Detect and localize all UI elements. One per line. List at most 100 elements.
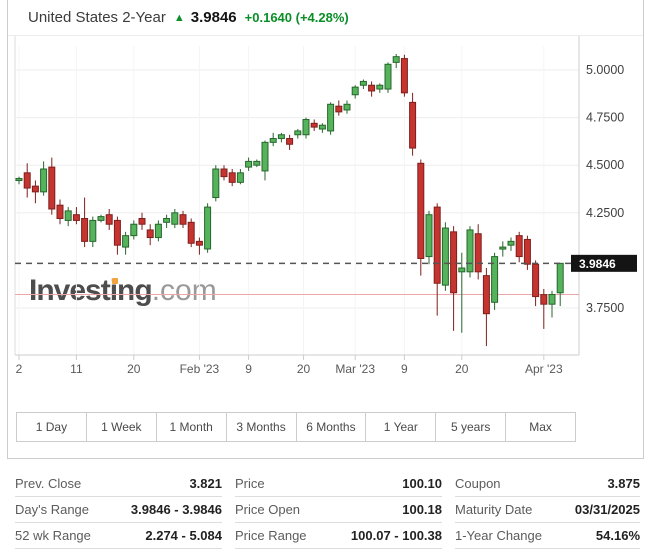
quote-stats-table: Prev. Close 3.821 Day's Range 3.9846 - 3.98…: [15, 471, 640, 549]
candle-body-feb-28: [343, 103, 351, 111]
range-button-1-day[interactable]: 1 Day: [16, 412, 87, 442]
candle-body-mar-31: [532, 263, 540, 298]
candle-body-jan-19: [122, 235, 130, 248]
y-axis-label-4.7500: 4.7500: [586, 111, 624, 125]
x-axis-label-20: 20: [455, 362, 469, 376]
range-button-5-years[interactable]: 5 years: [435, 412, 507, 442]
candle-body-feb-16: [286, 138, 294, 145]
candle-body-mar-16: [441, 227, 449, 286]
range-button-3-months[interactable]: 3 Months: [225, 412, 297, 442]
y-axis-label-5.0000: 5.0000: [586, 63, 624, 77]
candle-body-jan-6: [48, 166, 56, 210]
candle-body-feb-14: [269, 138, 277, 143]
candle-body-jan-24: [146, 229, 154, 239]
candle-body-jan-13: [89, 219, 97, 242]
candle-body-jan-27: [171, 212, 179, 225]
candle-body-jan-26: [163, 218, 171, 223]
last-price-badge-label: 3.9846: [579, 257, 616, 271]
candle-body-mar-17: [450, 231, 458, 294]
price-candlestick-chart[interactable]: 3.9846 5.0000 4.7500 4.5000 4.2500 3.7500 2 11 2…: [8, 36, 645, 396]
x-axis-label-mar-23: Mar '23: [335, 362, 375, 376]
y-axis-label-4.2500: 4.2500: [586, 206, 624, 220]
candle-body-feb-27: [335, 105, 343, 113]
candle-body-jan-9: [56, 204, 64, 220]
stat-label: Price Open: [235, 502, 301, 517]
price-change: +0.1640 (+4.28%): [245, 10, 349, 25]
quote-header: United States 2-Year ▲ 3.9846 +0.1640 (+…: [8, 0, 643, 36]
candle-body-mar-10: [409, 101, 417, 149]
candle-body-mar-24: [491, 256, 499, 303]
stat-value: 100.18: [402, 502, 442, 517]
candle-body-jan-17: [105, 214, 113, 225]
stat-label: Day's Range: [15, 502, 90, 517]
candle-body-mar-13: [417, 162, 425, 259]
watermark-brand: Investing: [29, 274, 153, 307]
candle-body-feb-8: [236, 172, 244, 183]
candle-body-apr-5: [556, 262, 564, 294]
last-price: 3.9846: [190, 9, 237, 26]
stats-column-2: Price 100.10 Price Open 100.18 Price Range 10…: [235, 471, 442, 549]
candle-body-jan-20: [130, 223, 138, 237]
candle-body-jan-12: [81, 218, 89, 242]
candle-body-jan-30: [179, 214, 187, 225]
stat-row-price: Price 100.10: [235, 471, 442, 497]
stat-label: 52 wk Range: [15, 528, 91, 543]
candle-body-jan-25: [154, 223, 162, 239]
change-value: +0.1640: [244, 10, 293, 25]
x-axis-label-2: 2: [16, 362, 23, 376]
stat-row-maturity-date: Maturity Date 03/31/2025: [455, 497, 640, 523]
candle-body-mar-20: [458, 267, 466, 273]
chart-area: Investing.com 3.9846 5.0000 4.7500 4.5000 4.…: [8, 36, 645, 396]
x-axis-label-9: 9: [401, 362, 408, 376]
stat-row-52-wk-range: 52 wk Range 2.274 - 5.084: [15, 523, 222, 549]
candle-body-feb-15: [277, 134, 285, 140]
range-button-1-month[interactable]: 1 Month: [155, 412, 227, 442]
candle-body-apr-4: [548, 293, 556, 305]
candle-body-mar-15: [433, 206, 441, 284]
stat-row-price-open: Price Open 100.18: [235, 497, 442, 523]
stat-label: Coupon: [455, 476, 501, 491]
stat-label: 1-Year Change: [455, 528, 542, 543]
x-axis-label-9: 9: [245, 362, 252, 376]
stat-value: 3.821: [189, 476, 222, 491]
x-axis-label-20: 20: [127, 362, 141, 376]
stat-row-prev-close: Prev. Close 3.821: [15, 471, 222, 497]
candle-body-mar-28: [507, 240, 515, 246]
range-button-max[interactable]: Max: [505, 412, 576, 442]
candle-body-jan-10: [64, 210, 72, 221]
stat-value: 03/31/2025: [574, 502, 640, 517]
candle-body-feb-6: [220, 168, 228, 178]
stat-row-1-year-change: 1-Year Change 54.16%: [455, 523, 640, 549]
candle-body-feb-10: [253, 160, 261, 166]
candle-body-mar-7: [384, 63, 392, 90]
candle-body-feb-24: [327, 103, 335, 132]
stat-label: Price Range: [235, 528, 307, 543]
range-button-1-week[interactable]: 1 Week: [85, 412, 157, 442]
candle-body-apr-3: [540, 294, 548, 305]
candle-body-mar-29: [515, 235, 523, 258]
candle-body-mar-1: [351, 86, 359, 96]
candle-body-feb-1: [195, 240, 203, 246]
range-button-6-months[interactable]: 6 Months: [295, 412, 367, 442]
candle-body-mar-30: [523, 238, 531, 265]
candle-body-mar-3: [368, 84, 376, 92]
candle-body-feb-23: [318, 124, 326, 130]
range-button-1-year[interactable]: 1 Year: [365, 412, 437, 442]
x-axis-label-20: 20: [297, 362, 311, 376]
stat-value: 100.07 - 100.38: [350, 528, 442, 543]
up-arrow-icon: ▲: [173, 11, 185, 24]
candle-body-mar-2: [359, 80, 367, 86]
candle-body-mar-6: [376, 84, 384, 90]
candle-body-feb-22: [310, 122, 318, 128]
candle-body-jan-4: [31, 185, 39, 193]
candle-body-jan-31: [187, 221, 195, 244]
stats-column-3: Coupon 3.875 Maturity Date 03/31/2025 1-Year…: [455, 471, 640, 549]
stat-row-price-range: Price Range 100.07 - 100.38: [235, 523, 442, 549]
stat-value: 100.10: [402, 476, 442, 491]
candle-body-feb-2: [204, 206, 212, 250]
candle-body-mar-14: [425, 214, 433, 258]
candle-body-feb-3: [212, 168, 220, 199]
last-price-badge: [571, 254, 637, 272]
time-range-selector: 1 Day 1 Week 1 Month 3 Months 6 Months 1 Year…: [16, 412, 576, 442]
candle-body-jan-23: [138, 218, 146, 225]
